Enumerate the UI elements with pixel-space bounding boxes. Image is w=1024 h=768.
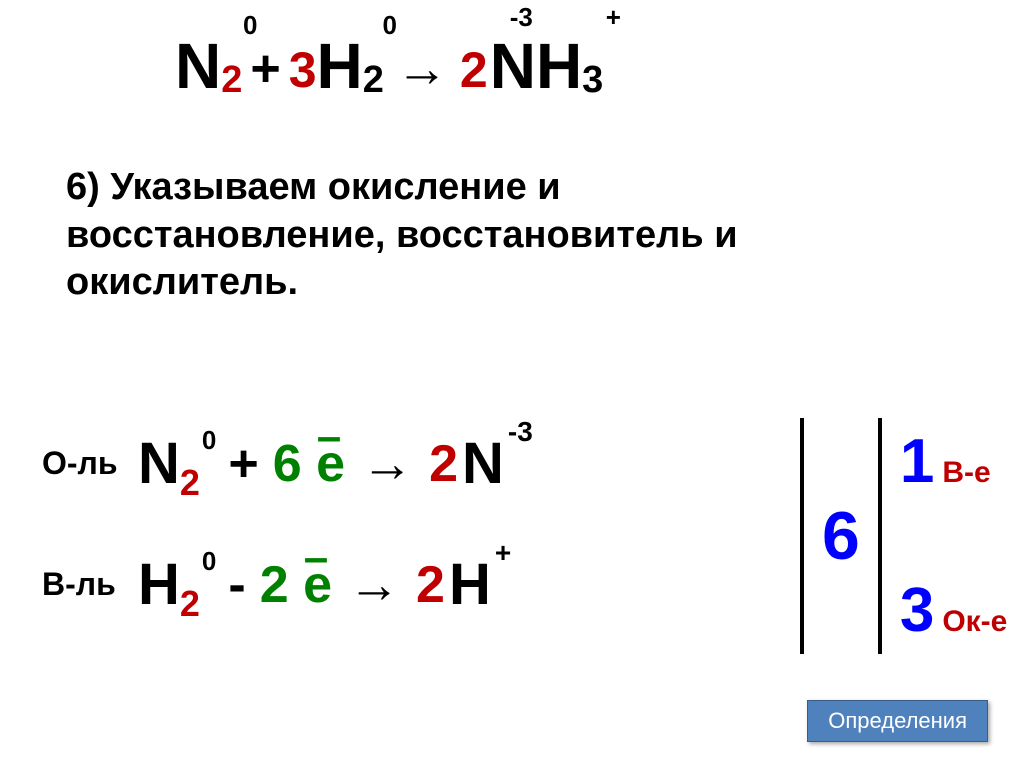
hr2-e-bar: –: [304, 533, 328, 583]
balance-top-num: 1: [900, 426, 934, 497]
hr2-arrow: →: [332, 555, 416, 615]
balance-factors: 1 В-е 3 Ок-е: [882, 418, 1008, 654]
main-equation: N2 0 + 3 H2 0 → 2 NH3 -3 +: [175, 34, 603, 99]
hr2-sub: 2: [180, 583, 200, 624]
hr2-sup0: 0: [202, 546, 216, 576]
eq-N2: N2 0: [175, 34, 242, 99]
hr2-op: -: [214, 555, 259, 615]
label-oxidizer: О-ль: [42, 445, 138, 482]
hr1-e-bar: –: [317, 412, 341, 462]
eq-sub-3: 3: [582, 59, 603, 101]
body-line-2: восстановление, восстановитель и: [66, 212, 944, 260]
eq-letter-N2: N: [490, 30, 536, 102]
hr1-prod: N: [462, 430, 504, 497]
body-line-3: окислитель.: [66, 259, 944, 307]
instruction-text: 6) Указываем окисление и восстановление,…: [66, 164, 944, 307]
eq-sub-2a: 2: [221, 59, 242, 101]
eq-sup-0a: 0: [243, 12, 257, 38]
electron-balance: 6 1 В-е 3 Ок-е: [800, 418, 1007, 654]
balance-lcm: 6: [804, 418, 878, 654]
hr1-arrow: →: [345, 434, 429, 494]
eq-letter-H: H: [317, 30, 363, 102]
eq-coef-3: 3: [289, 41, 317, 99]
balance-top: 1 В-е: [900, 426, 1008, 497]
hr2-prod: H: [449, 551, 491, 618]
eq-H2: H2 0: [317, 34, 384, 99]
balance-bot-tag: Ок-е: [942, 605, 1007, 639]
hr1-sup0: 0: [202, 425, 216, 455]
hr2-coef: 2: [416, 555, 449, 615]
eq-coef-2: 2: [460, 41, 490, 99]
hr1-letter: N: [138, 431, 180, 496]
eq-NH3: NH3 -3 +: [490, 34, 604, 99]
eq-sup-0b: 0: [383, 12, 397, 38]
balance-bot-num: 3: [900, 575, 934, 646]
half-row-oxidizer: О-ль N20 + 6 е – → 2 N -3: [42, 430, 529, 497]
hr2-electrons: 2 е –: [260, 555, 332, 615]
eq-plus: +: [242, 39, 288, 99]
hr1-species: N20: [138, 430, 214, 497]
label-reducer: В-ль: [42, 566, 138, 603]
eq-sup-plus: +: [606, 4, 621, 30]
hr2-prod-sup: +: [495, 537, 511, 569]
hr1-op: +: [214, 434, 272, 494]
balance-bot: 3 Ок-е: [900, 575, 1008, 646]
hr1-coef: 2: [429, 434, 462, 494]
hr2-species: H20: [138, 551, 214, 618]
eq-letter-H2: H: [536, 30, 582, 102]
body-line-1: 6) Указываем окисление и: [66, 164, 944, 212]
hr1-sub: 2: [180, 462, 200, 503]
balance-top-tag: В-е: [942, 456, 990, 490]
definitions-button[interactable]: Определения: [807, 700, 988, 742]
half-row-reducer: В-ль H20 - 2 е – → 2 H +: [42, 551, 529, 618]
eq-sub-2b: 2: [363, 59, 384, 101]
eq-arrow: →: [384, 39, 460, 99]
half-reactions: О-ль N20 + 6 е – → 2 N -3 В-ль H20 - 2 е…: [42, 430, 529, 618]
hr2-letter: H: [138, 552, 180, 617]
hr1-prod-sup: -3: [508, 416, 533, 448]
eq-letter-N: N: [175, 30, 221, 102]
hr1-electrons: 6 е –: [273, 434, 345, 494]
eq-sup-neg3: -3: [510, 4, 533, 30]
